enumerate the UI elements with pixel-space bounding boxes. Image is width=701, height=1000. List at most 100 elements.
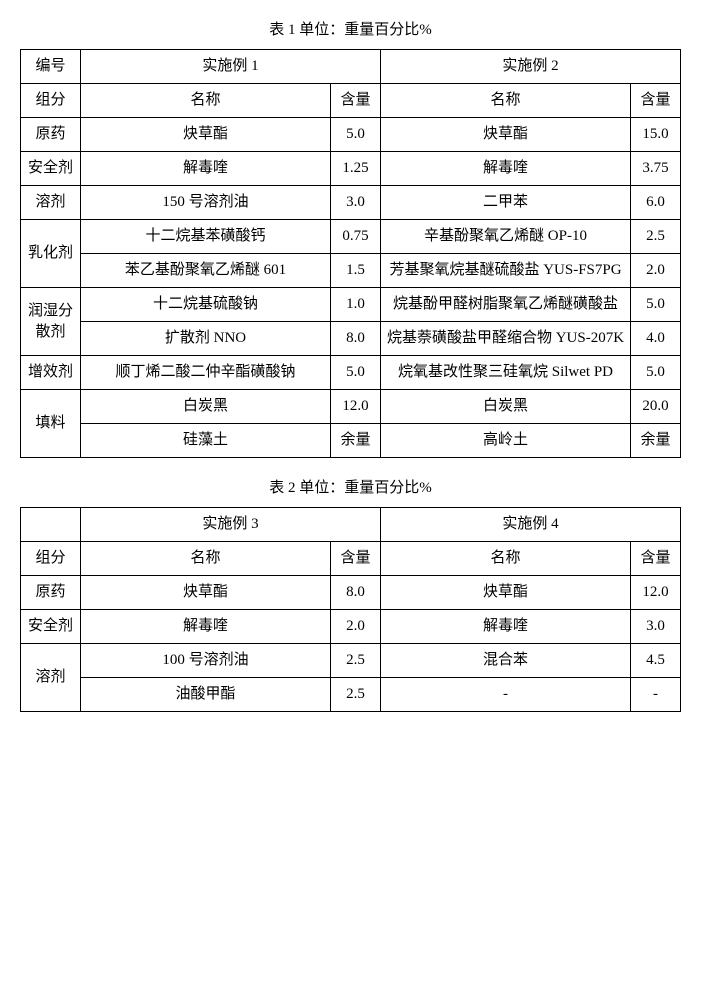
cell: 原药 bbox=[21, 118, 81, 152]
cell: 余量 bbox=[631, 424, 681, 458]
cell: 芳基聚氧烷基醚硫酸盐 YUS-FS7PG bbox=[381, 254, 631, 288]
table1-caption: 表 1 单位：重量百分比% bbox=[20, 18, 681, 39]
cell: 20.0 bbox=[631, 390, 681, 424]
cell: 2.5 bbox=[331, 644, 381, 678]
cell: 1.0 bbox=[331, 288, 381, 322]
cell: 炔草酯 bbox=[81, 576, 331, 610]
table-row: 苯乙基酚聚氧乙烯醚 6011.5芳基聚氧烷基醚硫酸盐 YUS-FS7PG2.0 bbox=[21, 254, 681, 288]
cell: 含量 bbox=[631, 84, 681, 118]
cell: 0.75 bbox=[331, 220, 381, 254]
table-row: 溶剂100 号溶剂油2.5混合苯4.5 bbox=[21, 644, 681, 678]
cell: 8.0 bbox=[331, 576, 381, 610]
cell: 高岭土 bbox=[381, 424, 631, 458]
cell: 5.0 bbox=[631, 356, 681, 390]
table-row: 扩散剂 NNO8.0烷基萘磺酸盐甲醛缩合物 YUS-207K4.0 bbox=[21, 322, 681, 356]
table-row: 组分名称含量名称含量 bbox=[21, 542, 681, 576]
cell: 溶剂 bbox=[21, 186, 81, 220]
cell: 原药 bbox=[21, 576, 81, 610]
table-row: 乳化剂十二烷基苯磺酸钙0.75辛基酚聚氧乙烯醚 OP-102.5 bbox=[21, 220, 681, 254]
cell: 烷基酚甲醛树脂聚氧乙烯醚磺酸盐 bbox=[381, 288, 631, 322]
cell: 安全剂 bbox=[21, 152, 81, 186]
cell: 解毒喹 bbox=[381, 610, 631, 644]
cell: 含量 bbox=[331, 542, 381, 576]
table-row: 编号实施例 1实施例 2 bbox=[21, 50, 681, 84]
cell: 溶剂 bbox=[21, 644, 81, 712]
cell: 炔草酯 bbox=[381, 118, 631, 152]
cell: 顺丁烯二酸二仲辛酯磺酸钠 bbox=[81, 356, 331, 390]
cell: 名称 bbox=[381, 542, 631, 576]
cell: 硅藻土 bbox=[81, 424, 331, 458]
cell: 白炭黑 bbox=[81, 390, 331, 424]
cell: 实施例 4 bbox=[381, 508, 681, 542]
cell: 12.0 bbox=[631, 576, 681, 610]
cell: 填料 bbox=[21, 390, 81, 458]
cell: 油酸甲酯 bbox=[81, 678, 331, 712]
table-row: 溶剂150 号溶剂油3.0二甲苯6.0 bbox=[21, 186, 681, 220]
cell: 2.0 bbox=[631, 254, 681, 288]
cell: 实施例 1 bbox=[81, 50, 381, 84]
cell: 4.0 bbox=[631, 322, 681, 356]
cell: 含量 bbox=[631, 542, 681, 576]
cell: 炔草酯 bbox=[381, 576, 631, 610]
table-row: 安全剂解毒喹1.25解毒喹3.75 bbox=[21, 152, 681, 186]
cell: 二甲苯 bbox=[381, 186, 631, 220]
cell: 含量 bbox=[331, 84, 381, 118]
table-row: 组分名称含量名称含量 bbox=[21, 84, 681, 118]
cell: - bbox=[381, 678, 631, 712]
cell: 润湿分散剂 bbox=[21, 288, 81, 356]
table2-caption: 表 2 单位：重量百分比% bbox=[20, 476, 681, 497]
table-row: 实施例 3实施例 4 bbox=[21, 508, 681, 542]
cell: 2.5 bbox=[331, 678, 381, 712]
cell: 4.5 bbox=[631, 644, 681, 678]
cell: 安全剂 bbox=[21, 610, 81, 644]
cell: 2.0 bbox=[331, 610, 381, 644]
cell: 1.25 bbox=[331, 152, 381, 186]
cell: 100 号溶剂油 bbox=[81, 644, 331, 678]
cell: 十二烷基苯磺酸钙 bbox=[81, 220, 331, 254]
cell: 编号 bbox=[21, 50, 81, 84]
table-row: 润湿分散剂十二烷基硫酸钠1.0烷基酚甲醛树脂聚氧乙烯醚磺酸盐5.0 bbox=[21, 288, 681, 322]
cell: 十二烷基硫酸钠 bbox=[81, 288, 331, 322]
cell: 解毒喹 bbox=[81, 610, 331, 644]
cell: 苯乙基酚聚氧乙烯醚 601 bbox=[81, 254, 331, 288]
cell: 扩散剂 NNO bbox=[81, 322, 331, 356]
cell: 烷氧基改性聚三硅氧烷 Silwet PD bbox=[381, 356, 631, 390]
cell: 组分 bbox=[21, 84, 81, 118]
table-row: 硅藻土余量高岭土余量 bbox=[21, 424, 681, 458]
cell: 2.5 bbox=[631, 220, 681, 254]
cell: 烷基萘磺酸盐甲醛缩合物 YUS-207K bbox=[381, 322, 631, 356]
cell: 名称 bbox=[381, 84, 631, 118]
cell: 组分 bbox=[21, 542, 81, 576]
cell: 3.75 bbox=[631, 152, 681, 186]
cell: 3.0 bbox=[631, 610, 681, 644]
cell: 实施例 2 bbox=[381, 50, 681, 84]
cell bbox=[21, 508, 81, 542]
cell: 12.0 bbox=[331, 390, 381, 424]
table1: 编号实施例 1实施例 2组分名称含量名称含量原药炔草酯5.0炔草酯15.0安全剂… bbox=[20, 49, 681, 458]
cell: 5.0 bbox=[331, 118, 381, 152]
cell: 解毒喹 bbox=[381, 152, 631, 186]
cell: 辛基酚聚氧乙烯醚 OP-10 bbox=[381, 220, 631, 254]
cell: 6.0 bbox=[631, 186, 681, 220]
cell: 5.0 bbox=[331, 356, 381, 390]
table-row: 原药炔草酯8.0炔草酯12.0 bbox=[21, 576, 681, 610]
cell: 5.0 bbox=[631, 288, 681, 322]
cell: 1.5 bbox=[331, 254, 381, 288]
table-row: 增效剂顺丁烯二酸二仲辛酯磺酸钠5.0烷氧基改性聚三硅氧烷 Silwet PD5.… bbox=[21, 356, 681, 390]
cell: 150 号溶剂油 bbox=[81, 186, 331, 220]
cell: 解毒喹 bbox=[81, 152, 331, 186]
cell: 实施例 3 bbox=[81, 508, 381, 542]
cell: 名称 bbox=[81, 84, 331, 118]
cell: 余量 bbox=[331, 424, 381, 458]
table-row: 原药炔草酯5.0炔草酯15.0 bbox=[21, 118, 681, 152]
cell: 15.0 bbox=[631, 118, 681, 152]
cell: 3.0 bbox=[331, 186, 381, 220]
cell: - bbox=[631, 678, 681, 712]
cell: 8.0 bbox=[331, 322, 381, 356]
table-row: 填料白炭黑12.0白炭黑20.0 bbox=[21, 390, 681, 424]
cell: 名称 bbox=[81, 542, 331, 576]
cell: 乳化剂 bbox=[21, 220, 81, 288]
table-row: 安全剂解毒喹2.0解毒喹3.0 bbox=[21, 610, 681, 644]
cell: 增效剂 bbox=[21, 356, 81, 390]
cell: 白炭黑 bbox=[381, 390, 631, 424]
